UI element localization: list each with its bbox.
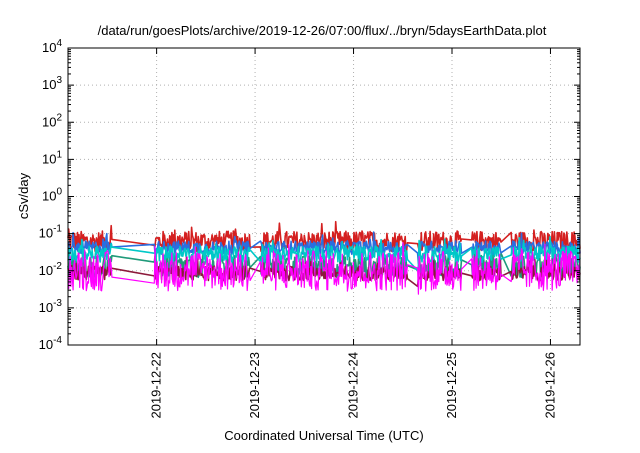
x-tick-label: 2019-12-23 — [247, 352, 262, 419]
y-tick-label: 104 — [42, 38, 62, 55]
y-tick-label: 10-3 — [39, 298, 63, 315]
x-tick-label: 2019-12-24 — [346, 352, 361, 419]
y-axis-label: cSv/day — [16, 172, 31, 219]
x-axis-label: Coordinated Universal Time (UTC) — [224, 428, 423, 443]
series-line — [67, 220, 581, 253]
series-line — [67, 242, 581, 295]
y-tick-label: 10-1 — [39, 224, 63, 241]
series-line — [67, 236, 581, 272]
series-layer — [67, 220, 581, 295]
axis-layer: 10-4 10-3 10-2 10-1 100 101 102 103 104 2019-12-2… — [39, 38, 580, 419]
x-tick-label: 2019-12-26 — [542, 352, 557, 419]
grid-layer — [68, 48, 580, 345]
y-tick-label: 103 — [42, 75, 62, 92]
y-tick-label: 102 — [42, 112, 62, 129]
x-tick-label: 2019-12-25 — [444, 352, 459, 419]
y-tick-label: 10-4 — [39, 335, 63, 352]
y-tick-label: 100 — [42, 187, 62, 204]
chart-title: /data/run/goesPlots/archive/2019-12-26/0… — [98, 23, 547, 38]
y-tick-label: 10-2 — [39, 261, 63, 278]
series-line — [67, 231, 581, 265]
y-tick-label: 101 — [42, 149, 62, 166]
x-tick-label: 2019-12-22 — [149, 352, 164, 419]
